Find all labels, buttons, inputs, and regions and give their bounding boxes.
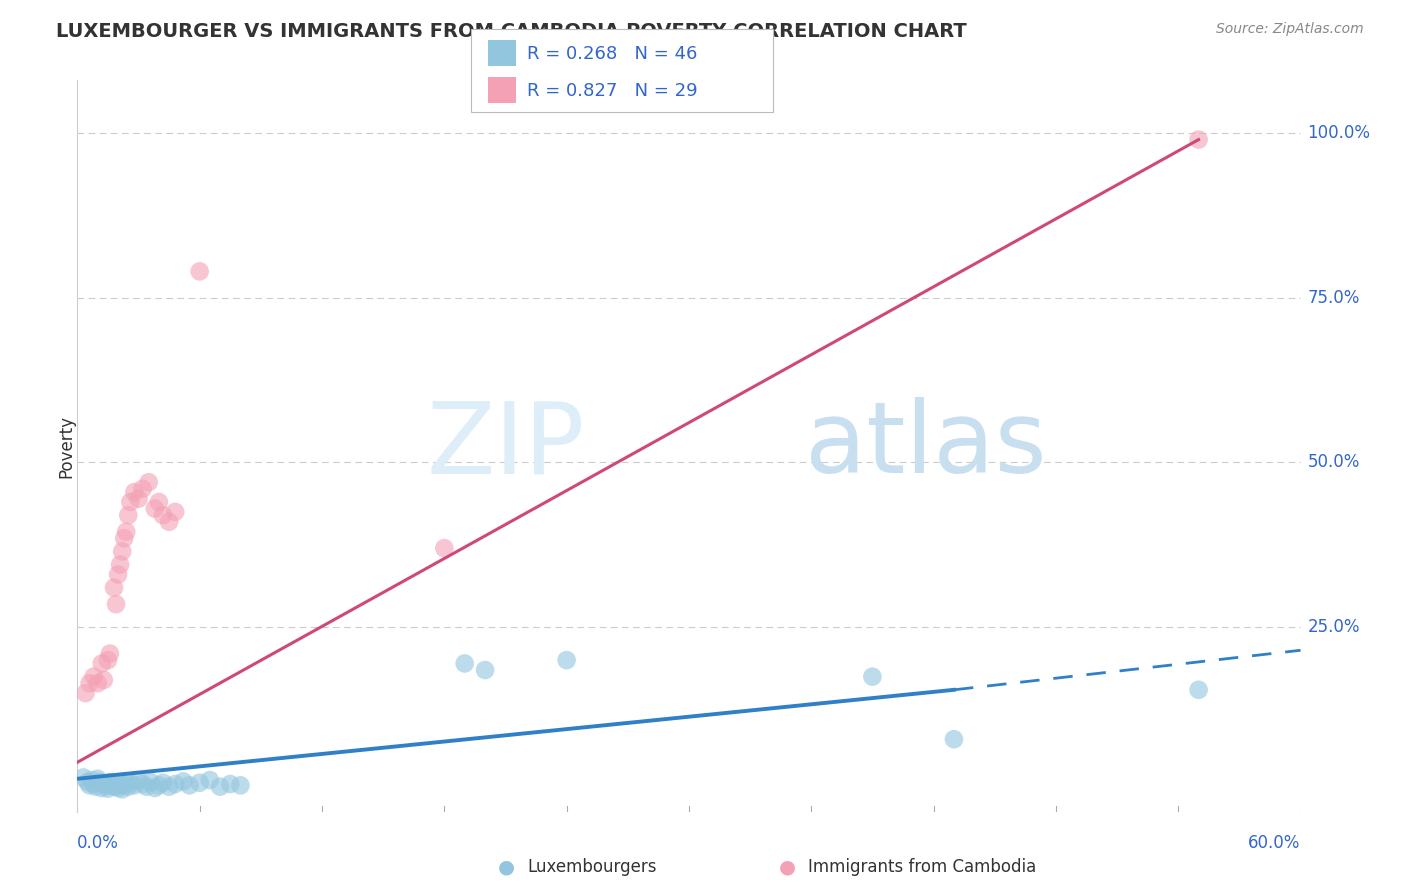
Point bbox=[131, 482, 153, 496]
Point bbox=[79, 676, 101, 690]
Point bbox=[98, 647, 121, 661]
Point bbox=[101, 778, 124, 792]
Point bbox=[165, 777, 187, 791]
Point bbox=[179, 778, 201, 792]
Point bbox=[83, 670, 105, 684]
Point bbox=[131, 777, 153, 791]
Text: 100.0%: 100.0% bbox=[1308, 124, 1371, 142]
Point bbox=[152, 775, 174, 789]
Point bbox=[117, 508, 139, 523]
Point bbox=[97, 653, 120, 667]
Text: LUXEMBOURGER VS IMMIGRANTS FROM CAMBODIA POVERTY CORRELATION CHART: LUXEMBOURGER VS IMMIGRANTS FROM CAMBODIA… bbox=[56, 22, 967, 41]
Point bbox=[107, 567, 129, 582]
Point bbox=[83, 777, 105, 791]
Point bbox=[135, 780, 157, 794]
Point bbox=[862, 670, 884, 684]
Point bbox=[93, 777, 115, 791]
Text: ●: ● bbox=[779, 857, 796, 877]
Point bbox=[105, 775, 128, 789]
Text: 50.0%: 50.0% bbox=[1308, 453, 1360, 472]
Point bbox=[115, 774, 138, 789]
Point bbox=[87, 676, 110, 690]
Point bbox=[103, 780, 125, 794]
Point bbox=[103, 581, 125, 595]
Point bbox=[111, 782, 134, 797]
Point bbox=[127, 773, 149, 788]
Point bbox=[117, 780, 139, 794]
Point bbox=[188, 775, 211, 789]
Point bbox=[124, 485, 146, 500]
Point bbox=[453, 657, 475, 671]
Point bbox=[111, 544, 134, 558]
Point bbox=[148, 495, 170, 509]
Point bbox=[93, 673, 115, 687]
Text: ZIP: ZIP bbox=[426, 398, 585, 494]
Point bbox=[87, 772, 110, 786]
Point bbox=[188, 264, 211, 278]
Point bbox=[198, 773, 221, 788]
Point bbox=[98, 775, 121, 789]
Point bbox=[208, 780, 231, 794]
Text: R = 0.268   N = 46: R = 0.268 N = 46 bbox=[527, 45, 697, 63]
Point bbox=[97, 781, 120, 796]
Point bbox=[76, 775, 98, 789]
Point bbox=[139, 775, 162, 789]
Point bbox=[165, 505, 187, 519]
Point bbox=[157, 780, 180, 794]
Point bbox=[474, 663, 496, 677]
Point bbox=[127, 491, 149, 506]
Point bbox=[229, 778, 252, 792]
Text: 25.0%: 25.0% bbox=[1308, 618, 1360, 636]
Text: Immigrants from Cambodia: Immigrants from Cambodia bbox=[808, 858, 1036, 876]
Text: 75.0%: 75.0% bbox=[1308, 289, 1360, 307]
Point bbox=[84, 780, 107, 794]
Text: Source: ZipAtlas.com: Source: ZipAtlas.com bbox=[1216, 22, 1364, 37]
Point bbox=[124, 778, 146, 792]
Point bbox=[942, 732, 965, 747]
Point bbox=[89, 775, 111, 789]
Point bbox=[80, 773, 103, 788]
Point bbox=[107, 780, 129, 795]
Point bbox=[115, 524, 138, 539]
Point bbox=[120, 775, 142, 789]
Point bbox=[152, 508, 174, 523]
Text: R = 0.827   N = 29: R = 0.827 N = 29 bbox=[527, 82, 697, 100]
Point bbox=[143, 780, 166, 795]
Point bbox=[1187, 132, 1209, 146]
Point bbox=[120, 495, 142, 509]
Text: Luxembourgers: Luxembourgers bbox=[527, 858, 657, 876]
Point bbox=[90, 780, 112, 795]
Point bbox=[112, 531, 135, 545]
Text: 0.0%: 0.0% bbox=[77, 834, 120, 852]
Point bbox=[108, 777, 131, 791]
Point bbox=[157, 515, 180, 529]
Point bbox=[94, 778, 117, 792]
Text: ●: ● bbox=[498, 857, 515, 877]
Point bbox=[555, 653, 578, 667]
Point bbox=[90, 657, 112, 671]
Point bbox=[79, 778, 101, 792]
Text: 60.0%: 60.0% bbox=[1249, 834, 1301, 852]
Point bbox=[75, 686, 97, 700]
Point bbox=[72, 771, 94, 785]
Point bbox=[219, 777, 242, 791]
Point bbox=[112, 778, 135, 792]
Point bbox=[433, 541, 456, 556]
Point bbox=[148, 778, 170, 792]
Point bbox=[108, 558, 131, 572]
Point bbox=[1187, 682, 1209, 697]
Point bbox=[105, 597, 128, 611]
Text: atlas: atlas bbox=[806, 398, 1047, 494]
Point bbox=[138, 475, 160, 490]
Point bbox=[143, 501, 166, 516]
Y-axis label: Poverty: Poverty bbox=[58, 415, 75, 477]
Point bbox=[172, 774, 194, 789]
